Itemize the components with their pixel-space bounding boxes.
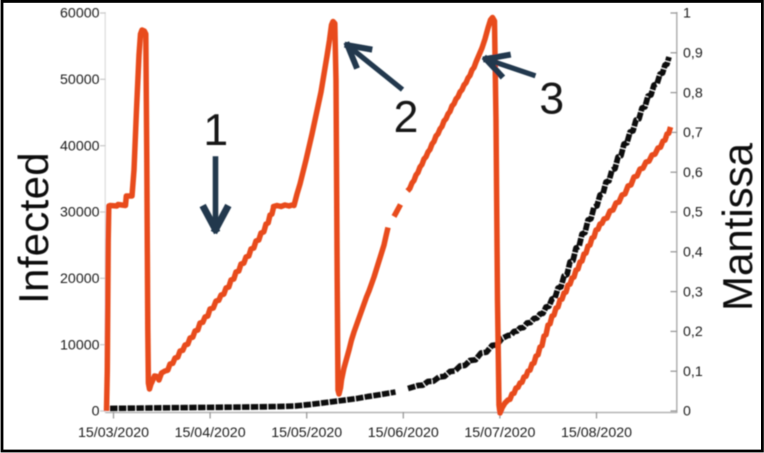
svg-text:0,3: 0,3	[683, 284, 703, 300]
svg-text:0,1: 0,1	[683, 364, 703, 380]
svg-text:60000: 60000	[60, 6, 100, 22]
svg-text:30000: 30000	[60, 205, 100, 221]
svg-text:0,5: 0,5	[683, 205, 703, 221]
svg-text:20000: 20000	[60, 271, 100, 287]
svg-text:15/07/2020: 15/07/2020	[464, 425, 535, 441]
svg-text:1: 1	[203, 106, 228, 155]
svg-text:0,7: 0,7	[683, 125, 703, 141]
svg-text:2: 2	[394, 93, 419, 142]
svg-text:0,2: 0,2	[683, 324, 703, 340]
svg-text:15/06/2020: 15/06/2020	[368, 425, 439, 441]
svg-text:15/08/2020: 15/08/2020	[561, 425, 632, 441]
svg-text:0: 0	[92, 404, 100, 420]
svg-text:0,4: 0,4	[683, 245, 703, 261]
svg-text:1: 1	[683, 6, 691, 22]
svg-text:50000: 50000	[60, 72, 100, 88]
svg-text:0,6: 0,6	[683, 165, 703, 181]
svg-text:15/05/2020: 15/05/2020	[271, 425, 342, 441]
svg-text:15/04/2020: 15/04/2020	[175, 425, 246, 441]
svg-text:Infected: Infected	[10, 152, 57, 304]
svg-text:0: 0	[683, 404, 691, 420]
svg-text:Mantissa: Mantissa	[714, 142, 761, 311]
svg-text:15/03/2020: 15/03/2020	[78, 425, 149, 441]
svg-text:0,8: 0,8	[683, 85, 703, 101]
svg-text:3: 3	[539, 75, 564, 124]
svg-text:10000: 10000	[60, 337, 100, 353]
svg-text:0,9: 0,9	[683, 46, 703, 62]
svg-text:40000: 40000	[60, 138, 100, 154]
